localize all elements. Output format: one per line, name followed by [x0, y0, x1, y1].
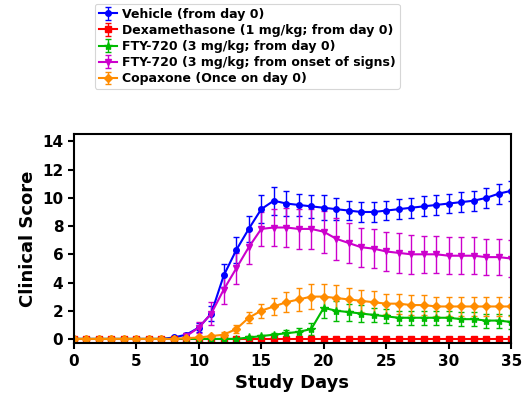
Legend: Vehicle (from day 0), Dexamethasone (1 mg/kg; from day 0), FTY-720 (3 mg/kg; fro: Vehicle (from day 0), Dexamethasone (1 m… [95, 4, 400, 89]
X-axis label: Study Days: Study Days [236, 374, 349, 392]
Y-axis label: Clinical Score: Clinical Score [18, 171, 36, 307]
